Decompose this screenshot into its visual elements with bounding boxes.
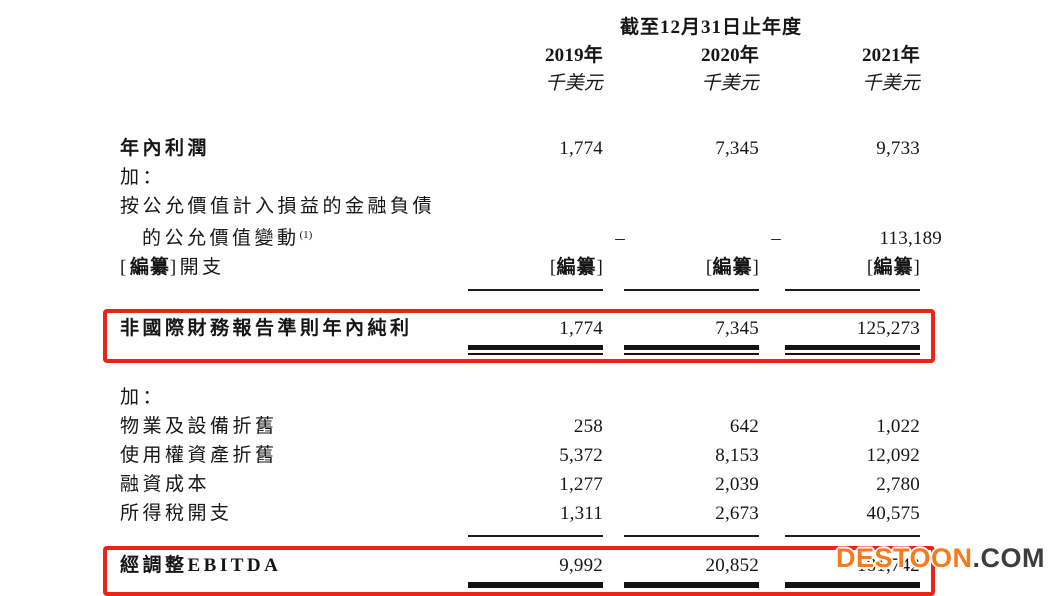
unit-header-2021: 千美元 xyxy=(862,73,920,94)
row-label: 所得稅開支 xyxy=(120,503,233,524)
period-header-row: 截至12月31日止年度 xyxy=(0,14,1053,42)
row-label: 年內利潤 xyxy=(120,138,211,159)
row-label: [編纂]開支 xyxy=(120,257,225,278)
value-2021: 1,022 xyxy=(876,416,920,437)
value-2019-redacted: [編纂] xyxy=(549,257,603,278)
row-add-2: 加： xyxy=(0,383,1053,412)
row-label: 使用權資產折舊 xyxy=(120,445,278,466)
subtotal-rule-row xyxy=(0,285,1053,291)
year-header-2021: 2021年 xyxy=(861,45,920,66)
double-rule xyxy=(624,345,759,355)
value-2019: 1,277 xyxy=(559,474,603,495)
value-2020: 2,673 xyxy=(715,503,759,524)
watermark: DESTOON.COM xyxy=(836,545,1045,572)
row-finance-costs: 融資成本 1,277 2,039 2,780 xyxy=(0,470,1053,499)
value-2020: 7,345 xyxy=(715,318,759,339)
total-rule-row xyxy=(107,342,931,355)
unit-header-row: 千美元 千美元 千美元 xyxy=(0,70,1053,98)
thick-rule xyxy=(468,582,603,588)
row-profit-for-year: 年內利潤 1,774 7,345 9,733 xyxy=(0,134,1053,163)
value-2019: 258 xyxy=(573,416,603,437)
value-2019: – xyxy=(615,228,625,249)
column-rule xyxy=(468,535,603,537)
value-2021: 9,733 xyxy=(876,138,920,159)
redacted-token: 編纂 xyxy=(129,257,170,278)
highlight-box-non-ifrs-profit: 非國際財務報告準則年內純利 1,774 7,345 125,273 xyxy=(103,309,935,363)
row-depreciation-ppe: 物業及設備折舊 258 642 1,022 xyxy=(0,412,1053,441)
column-rule xyxy=(785,289,920,291)
row-label: 按公允價值計入損益的金融負債 xyxy=(120,196,436,217)
value-2021-redacted: [編纂] xyxy=(866,257,920,278)
value-2019: 9,992 xyxy=(559,555,603,576)
year-header-2020: 2020年 xyxy=(700,45,759,66)
row-income-tax: 所得稅開支 1,311 2,673 40,575 xyxy=(0,499,1053,528)
value-2021: 125,273 xyxy=(856,318,920,339)
year-header-2019: 2019年 xyxy=(544,45,603,66)
watermark-brand: DESTOON xyxy=(835,543,973,573)
subtotal-rule-row xyxy=(0,531,1053,537)
year-header-row: 2019年 2020年 2021年 xyxy=(0,42,1053,70)
row-label: 融資成本 xyxy=(120,474,211,495)
row-label: 非國際財務報告準則年內純利 xyxy=(120,318,413,339)
value-2020: 20,852 xyxy=(705,555,759,576)
row-adjusted-ebitda: 經調整EBITDA 9,992 20,852 181,742 xyxy=(107,553,931,579)
value-2021: 181,742 xyxy=(856,555,920,576)
unit-header-2019: 千美元 xyxy=(545,73,603,94)
value-2019: 1,774 xyxy=(559,138,603,159)
redacted-token: 編纂 xyxy=(712,257,753,278)
row-non-ifrs-profit: 非國際財務報告準則年內純利 1,774 7,345 125,273 xyxy=(107,316,931,342)
highlight-box-adjusted-ebitda: 經調整EBITDA 9,992 20,852 181,742 xyxy=(103,546,935,596)
value-2020: 642 xyxy=(729,416,759,437)
row-label: 經調整EBITDA xyxy=(120,555,282,576)
column-rule xyxy=(468,289,603,291)
value-2021: 2,780 xyxy=(876,474,920,495)
value-2021: 113,189 xyxy=(879,228,942,249)
redacted-token: 編纂 xyxy=(873,257,914,278)
financial-table-page: 截至12月31日止年度 2019年 2020年 2021年 千美元 千美元 千美… xyxy=(0,14,1053,596)
row-label: 加： xyxy=(120,387,166,408)
period-header: 截至12月31日止年度 xyxy=(619,17,802,38)
row-fv-change-line1: 按公允價值計入損益的金融負債 xyxy=(0,192,1053,221)
column-rule xyxy=(624,289,759,291)
value-2019: 1,311 xyxy=(559,503,603,524)
value-2020-redacted: [編纂] xyxy=(705,257,759,278)
row-label: 的公允價值變動(1) xyxy=(142,228,313,249)
row-redacted-expense: [編纂]開支 [編纂] [編纂] [編纂] xyxy=(0,253,1053,282)
thick-rule xyxy=(624,582,759,588)
value-2021: 12,092 xyxy=(866,445,920,466)
row-add-1: 加： xyxy=(0,163,1053,192)
watermark-suffix: .COM xyxy=(972,543,1045,573)
value-2020: 7,345 xyxy=(715,138,759,159)
value-2021: 40,575 xyxy=(866,503,920,524)
value-2020: – xyxy=(771,228,781,249)
footnote-marker: (1) xyxy=(299,229,313,241)
redacted-token: 編纂 xyxy=(556,257,597,278)
double-rule xyxy=(468,345,603,355)
unit-header-2020: 千美元 xyxy=(701,73,759,94)
value-2019: 5,372 xyxy=(559,445,603,466)
thick-rule xyxy=(785,582,920,588)
column-rule xyxy=(785,535,920,537)
row-fv-change-line2: 的公允價值變動(1) – – 113,189 xyxy=(0,221,1053,253)
double-rule xyxy=(785,345,920,355)
row-label: 加： xyxy=(120,167,166,188)
value-2020: 2,039 xyxy=(715,474,759,495)
column-rule xyxy=(624,535,759,537)
value-2020: 8,153 xyxy=(715,445,759,466)
value-2019: 1,774 xyxy=(559,318,603,339)
row-depreciation-rou: 使用權資產折舊 5,372 8,153 12,092 xyxy=(0,441,1053,470)
row-label: 物業及設備折舊 xyxy=(120,416,278,437)
